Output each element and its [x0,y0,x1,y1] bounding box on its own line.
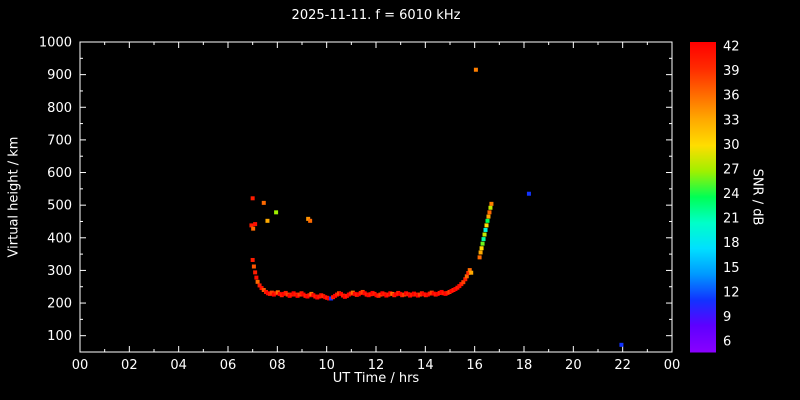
svg-text:10: 10 [318,358,335,373]
svg-text:42: 42 [723,40,740,55]
svg-text:600: 600 [47,166,72,181]
svg-text:20: 20 [565,358,582,373]
svg-text:08: 08 [269,358,286,373]
svg-text:21: 21 [723,212,740,227]
svg-text:18: 18 [516,358,533,373]
colorbar-label: SNR / dB [749,168,765,226]
svg-text:24: 24 [723,187,740,202]
svg-text:02: 02 [121,358,138,373]
svg-text:36: 36 [723,89,740,104]
svg-text:400: 400 [47,231,72,246]
svg-text:04: 04 [170,358,187,373]
svg-text:300: 300 [47,264,72,279]
svg-text:16: 16 [466,358,483,373]
svg-text:200: 200 [47,297,72,312]
svg-text:100: 100 [47,329,72,344]
svg-text:9: 9 [723,310,731,325]
chart-title: 2025-11-11. f = 6010 kHz [291,8,461,23]
svg-text:00: 00 [664,358,681,373]
svg-text:12: 12 [723,285,740,300]
svg-text:500: 500 [47,199,72,214]
svg-text:700: 700 [47,133,72,148]
svg-text:33: 33 [723,113,740,128]
svg-text:06: 06 [220,358,237,373]
svg-text:12: 12 [368,358,385,373]
svg-text:30: 30 [723,138,740,153]
svg-text:900: 900 [47,68,72,83]
svg-text:27: 27 [723,162,740,177]
svg-text:800: 800 [47,101,72,116]
svg-text:1000: 1000 [39,36,72,51]
svg-text:15: 15 [723,261,740,276]
svg-text:39: 39 [723,64,740,79]
x-axis-label: UT Time / hrs [332,371,420,386]
svg-text:18: 18 [723,236,740,251]
svg-text:22: 22 [614,358,631,373]
svg-text:00: 00 [72,358,89,373]
y-axis-label: Virtual height / km [6,136,22,258]
svg-text:6: 6 [723,335,731,350]
svg-text:14: 14 [417,358,434,373]
